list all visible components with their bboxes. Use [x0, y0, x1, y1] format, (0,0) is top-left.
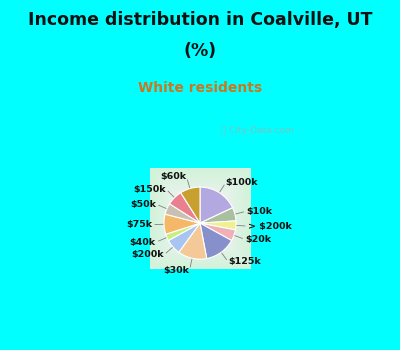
Wedge shape [168, 223, 200, 252]
Text: White residents: White residents [138, 81, 262, 95]
Wedge shape [200, 223, 232, 259]
Text: $100k: $100k [226, 178, 258, 187]
Wedge shape [179, 223, 207, 259]
Wedge shape [200, 187, 233, 223]
Text: $150k: $150k [133, 185, 166, 194]
Text: $40k: $40k [130, 238, 156, 247]
Wedge shape [164, 214, 200, 234]
Text: $125k: $125k [228, 258, 261, 266]
Wedge shape [165, 204, 200, 223]
Wedge shape [181, 187, 200, 223]
Wedge shape [166, 223, 200, 240]
Text: $75k: $75k [126, 220, 152, 229]
Text: $50k: $50k [130, 199, 156, 209]
Text: $20k: $20k [245, 235, 271, 244]
Text: $30k: $30k [164, 266, 190, 274]
Text: Income distribution in Coalville, UT: Income distribution in Coalville, UT [28, 10, 372, 29]
Text: $10k: $10k [246, 207, 273, 216]
Text: ⓘ City-Data.com: ⓘ City-Data.com [221, 126, 294, 135]
Text: > $200k: > $200k [248, 222, 292, 231]
Wedge shape [200, 221, 236, 230]
Wedge shape [200, 208, 236, 223]
Text: $60k: $60k [160, 173, 186, 182]
Wedge shape [200, 223, 235, 240]
Text: $200k: $200k [131, 250, 164, 259]
Text: (%): (%) [184, 42, 216, 60]
Wedge shape [170, 193, 200, 223]
